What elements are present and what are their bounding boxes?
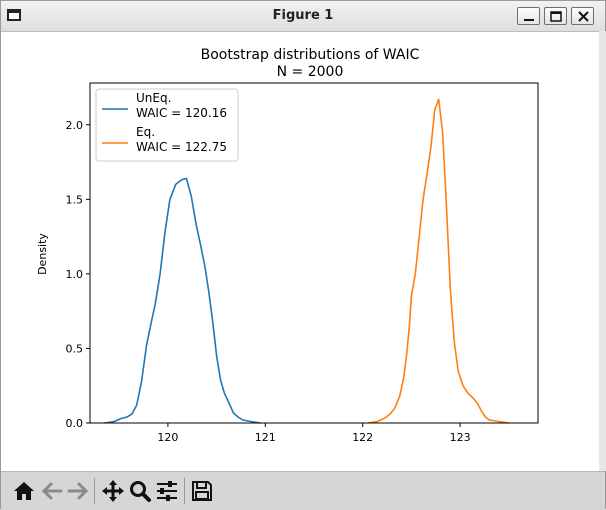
- y-tick-label: 2.0: [66, 119, 84, 132]
- chart: Bootstrap distributions of WAIC N = 2000…: [36, 47, 539, 444]
- pan-icon: [102, 480, 124, 502]
- window-edge: [599, 31, 606, 471]
- back-arrow-icon: [41, 482, 63, 500]
- chart-title: Bootstrap distributions of WAIC: [201, 47, 420, 63]
- figure-canvas[interactable]: Bootstrap distributions of WAIC N = 2000…: [9, 32, 599, 471]
- configure-subplots-button[interactable]: [154, 478, 180, 504]
- window-menu-icon[interactable]: [7, 9, 21, 21]
- save-button[interactable]: [189, 478, 215, 504]
- legend-label: WAIC = 120.16: [136, 106, 227, 120]
- y-axis-label: Density: [36, 233, 49, 275]
- x-tick-label: 122: [352, 431, 373, 444]
- maximize-button[interactable]: [544, 7, 567, 25]
- x-axis: 120 121 122 123: [157, 423, 471, 444]
- home-button[interactable]: [11, 478, 37, 504]
- maximize-icon: [550, 11, 562, 22]
- minimize-icon: [524, 19, 534, 21]
- save-icon: [192, 481, 212, 501]
- chart-subtitle: N = 2000: [277, 64, 344, 80]
- close-icon: [578, 11, 589, 22]
- forward-button[interactable]: [65, 478, 91, 504]
- back-button[interactable]: [39, 478, 65, 504]
- legend: UnEq.WAIC = 120.16 Eq.WAIC = 122.75: [95, 88, 239, 162]
- x-tick-label: 121: [255, 431, 276, 444]
- series-line-0: [104, 177, 261, 424]
- legend-label: UnEq.: [136, 91, 171, 105]
- configure-subplots-icon: [157, 481, 177, 501]
- legend-label: Eq.: [136, 125, 155, 139]
- y-tick-label: 0.0: [66, 417, 84, 430]
- toolbar-separator: [184, 478, 185, 504]
- x-tick-label: 120: [157, 431, 178, 444]
- home-icon: [14, 482, 34, 500]
- window-title: Figure 1: [272, 8, 334, 23]
- legend-label: WAIC = 122.75: [136, 140, 227, 154]
- y-tick-label: 0.5: [66, 342, 84, 355]
- legend-box: [95, 88, 239, 162]
- minimize-button[interactable]: [517, 7, 540, 25]
- axes-frame: [89, 82, 539, 424]
- plot-area: [104, 98, 509, 424]
- title-bar[interactable]: Figure 1: [1, 1, 605, 32]
- close-button[interactable]: [571, 7, 594, 25]
- toolbar-separator: [94, 478, 95, 504]
- series-line-1: [367, 98, 509, 424]
- forward-arrow-icon: [67, 482, 89, 500]
- y-tick-label: 1.5: [66, 193, 84, 206]
- zoom-button[interactable]: [127, 478, 153, 504]
- navigation-toolbar: [1, 471, 605, 510]
- pan-button[interactable]: [100, 478, 126, 504]
- y-tick-label: 1.0: [66, 268, 84, 281]
- zoom-icon: [130, 481, 151, 502]
- y-axis: 0.0 0.5 1.0 1.5 2.0: [66, 119, 90, 430]
- x-tick-label: 123: [450, 431, 471, 444]
